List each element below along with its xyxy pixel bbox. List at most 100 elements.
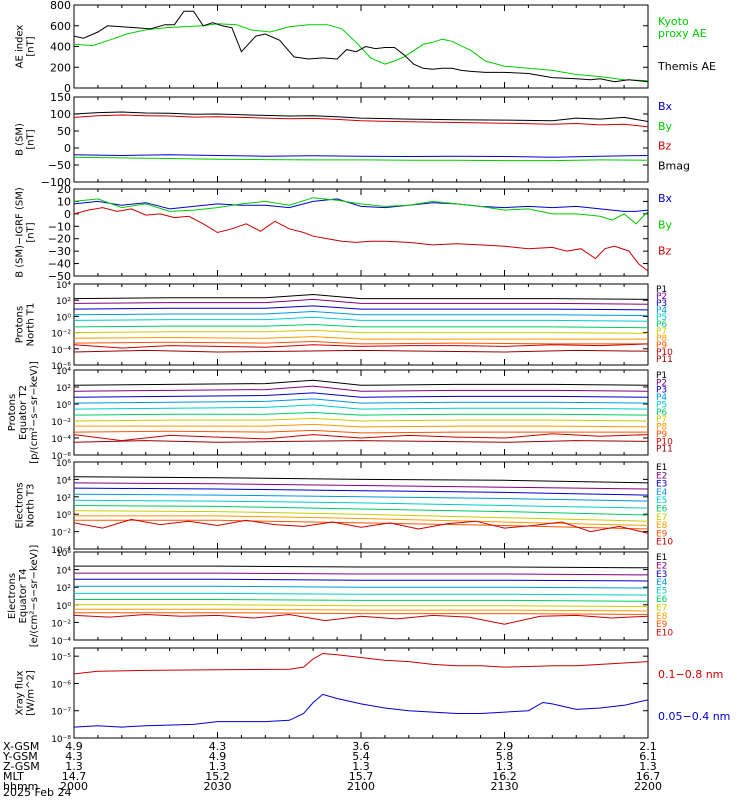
legend-label: P3 [656, 386, 667, 396]
y-tick-label: −40 [48, 258, 71, 271]
x-axis-value: 1.3 [65, 760, 83, 773]
y-tick-label: 10⁻⁷ [51, 708, 71, 718]
panel-7: 10⁶ 10⁴ 10² 10⁰ 10⁻² 10⁻⁴ Electrons Equator T4[… [7, 545, 673, 648]
legend-label: E9 [656, 620, 668, 630]
legend-label: E2 [656, 471, 667, 481]
legend-label: Bmag [658, 159, 690, 172]
panel-frame [73, 551, 649, 641]
y-tick-label: 10⁻⁶ [51, 680, 71, 690]
legend-label: P1 [656, 371, 667, 381]
y-axis-label: [W/m^2] [26, 670, 37, 716]
x-axis-table: 2025 Feb 24 X-GSM 4.9 4.3 3.6 2.9 2.1Y-GSM 4.3… [2, 740, 662, 799]
y-tick-label: 10⁶ [56, 549, 71, 559]
x-axis-value: 15.7 [349, 770, 374, 783]
legend-label: By [658, 218, 673, 231]
y-tick-label: 10⁴ [56, 281, 71, 291]
legend-label: P7 [656, 327, 667, 337]
legend-label: E3 [656, 480, 667, 490]
legend-label: P6 [656, 320, 667, 330]
y-tick-label: −30 [48, 245, 71, 258]
panel-5: 10⁴ 10² 10⁰ 10⁻² 10⁻⁴ 10⁻⁶ Protons Equator T2 [p… [7, 361, 673, 464]
series-line-p3 [74, 305, 648, 311]
y-axis-label: Equator T2 [18, 385, 29, 440]
legend-label: P7 [656, 415, 667, 425]
x-axis-row-label: MLT [3, 770, 24, 783]
x-axis-row-label: X-GSM [3, 740, 39, 753]
legend-label: E1 [656, 463, 667, 473]
y-tick-label: 10⁻⁵ [51, 653, 71, 663]
x-axis-value: 2000 [60, 780, 88, 793]
legend-label: Bz [658, 140, 672, 153]
series-line-p7 [74, 417, 648, 422]
series-line-themis-ae [74, 10, 648, 83]
y-axis-label: Electrons [15, 482, 26, 528]
series-line-p8 [74, 423, 648, 428]
panel-frame [73, 283, 649, 366]
series-line-e3 [74, 487, 648, 496]
series-line-e4 [74, 493, 648, 502]
x-axis-value: 1.3 [639, 760, 657, 773]
legend-label: E7 [656, 603, 667, 613]
y-axis-label: [p/(cm²−s−sr−keV)] [29, 361, 40, 464]
y-tick-label: 10⁻⁴ [51, 637, 71, 647]
x-axis-value: 1.3 [496, 760, 514, 773]
legend-label: P2 [656, 378, 667, 388]
panel-frame [73, 4, 649, 89]
series-line-by [74, 156, 648, 162]
legend-label: P2 [656, 292, 667, 302]
panel-4: 10⁴ 10² 10⁰ 10⁻² 10⁻⁴ 10⁻⁶ Protons North T1 P1P2… [15, 281, 674, 372]
y-axis-label: North T1 [26, 303, 37, 347]
series-line-e2 [74, 482, 648, 490]
y-axis-label: B (SM)−IGRF (SM) [15, 187, 26, 278]
y-axis-label: [nT] [26, 222, 37, 242]
legend-label: Bx [658, 100, 673, 113]
legend-label: P4 [656, 393, 667, 403]
legend-label: Bx [658, 192, 673, 205]
legend-label: 0.1−0.8 nm [658, 668, 723, 681]
x-axis-row-label: Y-GSM [2, 750, 38, 763]
series-line-p5 [74, 316, 648, 322]
y-tick-label: 10² [56, 384, 71, 394]
legend-label: 0.05−0.4 nm [658, 710, 730, 723]
y-tick-label: 10⁰ [56, 401, 71, 411]
x-axis-value: 4.9 [65, 740, 83, 753]
series-line-p1 [74, 293, 648, 300]
x-axis-value: 6.1 [639, 750, 657, 763]
legend-label: P9 [656, 341, 667, 351]
legend-label: E1 [656, 553, 667, 563]
series-line-p6 [74, 323, 648, 329]
x-axis-row-label: Z-GSM [3, 760, 40, 773]
x-axis-value: 2100 [347, 780, 375, 793]
x-axis-row-label: hhmm [3, 780, 38, 793]
legend-label: E2 [656, 561, 667, 571]
series-line-bz [74, 114, 648, 128]
series-line-0-05-0-4-nm [74, 693, 648, 728]
legend-label: E6 [656, 595, 668, 605]
series-line-p7 [74, 329, 648, 334]
y-tick-label: 10⁻⁴ [51, 435, 71, 445]
legend-label: P9 [656, 430, 667, 440]
y-axis-label: North T3 [26, 484, 37, 528]
panel-frame [73, 461, 649, 550]
y-tick-label: 10² [56, 584, 71, 594]
legend-label: P4 [656, 306, 667, 316]
series-line-e4 [74, 585, 648, 589]
x-axis-value: 5.4 [352, 750, 370, 763]
panel-8: 10⁻⁵ 10⁻⁶ 10⁻⁷ 10⁻⁸ Xray flux [W/m^2] 0.1−0.8 … [15, 647, 730, 745]
y-tick-label: 0 [64, 82, 71, 95]
legend-label: P3 [656, 299, 667, 309]
legend-label: E8 [656, 521, 668, 531]
x-axis-value: 4.3 [65, 750, 83, 763]
x-axis-value: 4.3 [209, 740, 227, 753]
series-line-e7 [74, 510, 648, 522]
x-axis-value: 2.9 [496, 740, 514, 753]
x-axis-value: 3.6 [352, 740, 370, 753]
legend-label: Themis AE [657, 60, 716, 73]
y-tick-label: 10⁻⁴ [51, 546, 71, 556]
legend-label: E5 [656, 496, 667, 506]
series-line-e7 [74, 604, 648, 608]
x-axis-value: 16.7 [636, 770, 661, 783]
